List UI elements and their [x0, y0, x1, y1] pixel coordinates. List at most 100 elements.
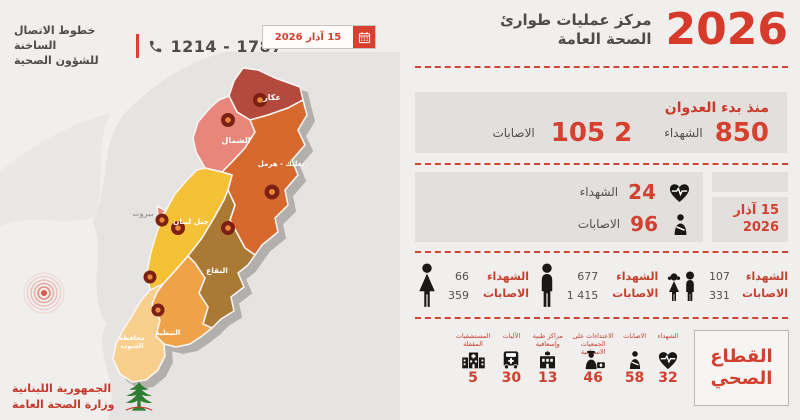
- health-item-value: 46: [583, 370, 603, 386]
- daily-box: 24 الشهداء 96 الاصابات: [415, 172, 703, 242]
- hotline-numbers: 1214 - 1787: [170, 36, 283, 56]
- hotline-divider: [136, 34, 139, 59]
- daily-injured-row: 96 الاصابات: [578, 210, 691, 238]
- health-item-closed-hospitals: المستشفيات المقفلة 5: [452, 332, 494, 386]
- medical-center-icon: [540, 351, 556, 369]
- daily-date-line1: 15 آذار: [733, 203, 779, 218]
- divider-3: [415, 251, 788, 253]
- totals-title: منذ بدء العدوان: [664, 100, 769, 116]
- children-martyrs-value: 107: [708, 270, 730, 283]
- injured-person-icon: [629, 351, 640, 369]
- date-badge-text: 15 آذار 2026: [274, 31, 342, 43]
- cedar-icon: [125, 381, 152, 411]
- health-item-label: مراكز طبية وإسعافية: [532, 332, 563, 348]
- men-injured-value: 1 415: [566, 289, 599, 302]
- health-item-value: 13: [538, 370, 558, 386]
- men-injured-label: الاصابات: [612, 287, 659, 300]
- pulse-rings-icon: [23, 272, 65, 314]
- health-item-value: 5: [468, 370, 478, 386]
- divider-2: [415, 163, 788, 165]
- gov-line1: الجمهورية اللبنانية: [12, 381, 112, 395]
- hotline-label-line1: خطوط الاتصال الساخنة: [14, 24, 96, 52]
- daily-date-box: 15 آذار 2026: [712, 197, 788, 242]
- health-item-attacks: الاعتداءات على الجمعيات الاسعافية 46: [569, 332, 617, 386]
- map-label-akkar: عكار: [262, 93, 281, 102]
- daily-date-spacer: [712, 172, 788, 192]
- children-injured-value: 331: [708, 289, 730, 302]
- map-label-nabatieh: النبطية: [156, 329, 181, 337]
- woman-icon: [419, 263, 435, 307]
- health-item-vehicles: الآليات 30: [496, 332, 526, 386]
- daily-injured-label: الاصابات: [577, 217, 621, 231]
- women-injured-value: 359: [448, 289, 469, 302]
- daily-injured-value: 96: [630, 212, 658, 236]
- demo-children-group: 107 331 الشهداء الاصابات: [665, 258, 788, 314]
- daily-martyrs-row: 24 الشهداء: [580, 178, 691, 206]
- health-sector-title-line1: القطاع: [710, 346, 773, 368]
- health-item-label: الاعتداءات على الجمعيات الاسعافية: [572, 332, 614, 355]
- demo-women-group: 66 359 الشهداء الاصابات: [415, 258, 529, 314]
- health-item-label: الشهداء: [657, 332, 679, 340]
- health-item-label: المستشفيات المقفلة: [455, 332, 491, 348]
- ambulance-icon: [504, 351, 519, 370]
- ministry-logo: الجمهورية اللبنانية وزارة الصحة العامة: [12, 380, 156, 414]
- totals-injured-label: الاصابات: [492, 126, 535, 140]
- demographics-row: 107 331 الشهداء الاصابات 677 1 415: [415, 258, 788, 314]
- paramedic-icon: [585, 350, 605, 370]
- page-title-line2: الصحة العامة: [557, 30, 652, 48]
- men-martyrs-value: 677: [577, 270, 599, 283]
- injured-person-icon: [674, 213, 687, 235]
- map-label-mount-lebanon: جبل لبنان: [173, 217, 209, 226]
- gov-line2: وزارة الصحة العامة: [12, 398, 115, 411]
- health-item-label: الآليات: [502, 332, 521, 340]
- divider-4: [415, 317, 788, 319]
- women-martyrs-label: الشهداء: [486, 270, 530, 283]
- calendar-icon: [353, 26, 375, 48]
- map-label-north: الشمال: [221, 136, 250, 145]
- map-label-south-line2: الجنوب: [121, 342, 144, 350]
- health-item-medical-centers: مراكز طبية وإسعافية 13: [529, 332, 567, 386]
- hotline-block: خطوط الاتصال الساخنة للشؤون الصحية 1214 …: [14, 24, 283, 69]
- totals-martyrs-value: 850: [714, 118, 769, 148]
- women-injured-label: الاصابات: [483, 287, 530, 300]
- women-martyrs-value: 66: [455, 270, 469, 283]
- health-sector-items: الشهداء 32 الاصابات 58 الاعتداءات على ال…: [452, 332, 684, 386]
- page-title: مركز عمليات طوارئ الصحة العامة: [500, 11, 651, 50]
- map-label-bekaa: البقاع: [206, 266, 228, 275]
- strike-markers: [143, 93, 280, 317]
- health-item-label: الاصابات: [623, 332, 647, 340]
- men-martyrs-label: الشهداء: [616, 270, 659, 283]
- hospital-icon: [461, 352, 485, 369]
- hotline-label-line2: للشؤون الصحية: [14, 53, 99, 67]
- phone-icon: [149, 40, 161, 52]
- totals-martyrs-label: الشهداء: [664, 126, 703, 140]
- map-label-beirut: بيروت: [132, 210, 154, 218]
- region-bekaa: [187, 189, 256, 329]
- totals-row: 850 الشهداء 2 105 الاصابات: [492, 118, 769, 148]
- children-icon: [667, 271, 694, 301]
- health-item-value: 32: [658, 370, 678, 386]
- health-item-value: 30: [501, 370, 522, 386]
- totals-box: منذ بدء العدوان 850 الشهداء 2 105 الاصاب…: [415, 92, 787, 153]
- daily-martyrs-value: 24: [628, 180, 656, 204]
- man-icon: [541, 263, 552, 307]
- daily-martyrs-label: الشهداء: [579, 185, 619, 199]
- health-sector-title-box: القطاع الصحي: [694, 330, 789, 406]
- health-sector-title-line2: الصحي: [710, 368, 773, 389]
- map-label-baalbek-hermel: بعلبك - هرمل: [258, 160, 305, 168]
- divider-1: [415, 66, 788, 68]
- heart-pulse-icon: [658, 352, 678, 370]
- health-item-injured: الاصابات 58: [620, 332, 650, 386]
- date-badge: 15 آذار 2026: [262, 25, 376, 49]
- health-item-value: 58: [624, 370, 645, 386]
- year-text: 2026: [665, 4, 788, 55]
- map-label-south-line1: محافظة: [119, 334, 145, 342]
- hotline-label: خطوط الاتصال الساخنة للشؤون الصحية: [14, 24, 126, 69]
- totals-injured-value: 2 105: [550, 118, 633, 148]
- page-title-line1: مركز عمليات طوارئ: [500, 10, 652, 29]
- children-martyrs-label: الشهداء: [745, 270, 788, 283]
- region-baalbek-hermel: [221, 99, 308, 256]
- children-injured-label: الاصابات: [741, 287, 788, 300]
- header-title-block: 2026 مركز عمليات طوارئ الصحة العامة: [500, 8, 788, 52]
